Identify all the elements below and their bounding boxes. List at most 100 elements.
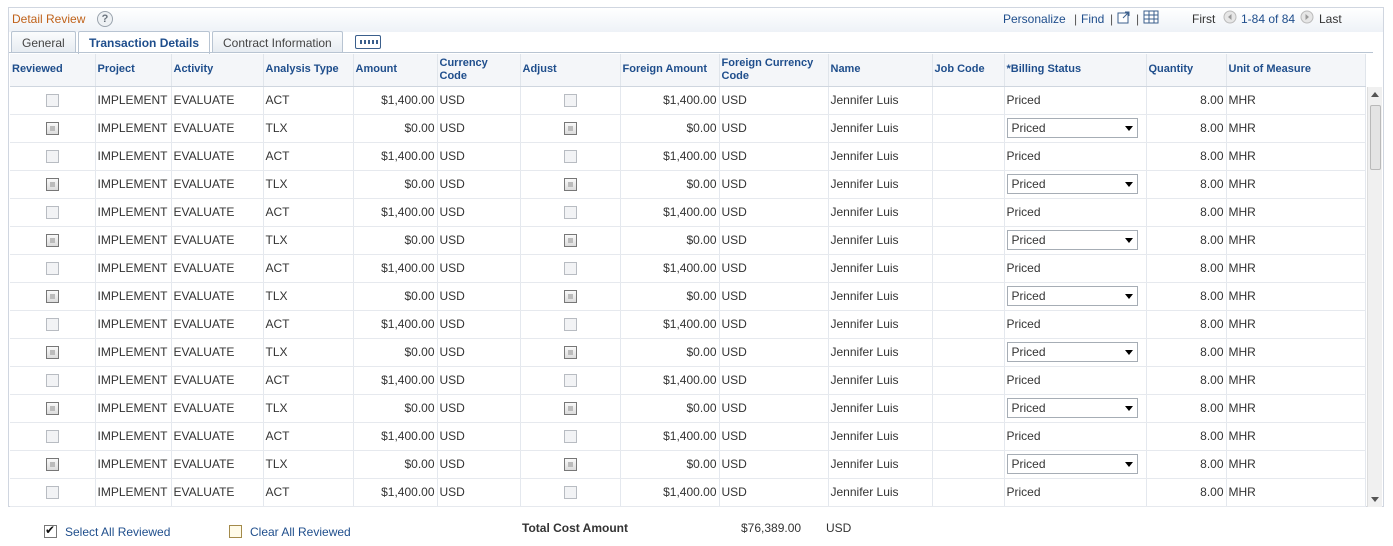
find-link[interactable]: Find	[1081, 12, 1105, 26]
reviewed-checkbox[interactable]	[45, 150, 59, 164]
adjust-checkbox[interactable]	[563, 486, 577, 500]
adjust-checkbox[interactable]	[563, 262, 577, 276]
scroll-up-icon[interactable]	[1371, 92, 1379, 97]
name-cell: Jennifer Luis	[828, 114, 933, 143]
billing-status-select[interactable]: Priced	[1006, 286, 1138, 306]
scroll-down-icon[interactable]	[1371, 497, 1379, 502]
column-header[interactable]: Currency Code	[437, 54, 521, 87]
previous-arrow-icon[interactable]	[1223, 10, 1237, 27]
total-cost-currency: USD	[826, 521, 852, 535]
billing-status-select[interactable]: Priced	[1006, 174, 1138, 194]
adjust-checkbox[interactable]	[563, 402, 577, 416]
billing-status-select[interactable]: Priced	[1006, 342, 1138, 362]
reviewed-checkbox[interactable]	[45, 402, 59, 416]
scroll-thumb[interactable]	[1370, 105, 1381, 170]
last-label[interactable]: Last	[1319, 12, 1342, 26]
adjust-checkbox[interactable]	[563, 234, 577, 248]
reviewed-cell	[10, 450, 96, 479]
select-all-reviewed-link[interactable]: Select All Reviewed	[65, 525, 171, 539]
reviewed-checkbox[interactable]	[45, 486, 59, 500]
dropdown-arrow-icon[interactable]	[1124, 406, 1133, 411]
column-header[interactable]: Project	[95, 54, 172, 87]
billing-status-select[interactable]: Priced	[1006, 230, 1138, 250]
currency-cell: USD	[437, 394, 521, 423]
foreign-currency-cell: USD	[719, 366, 829, 395]
adjust-checkbox[interactable]	[563, 94, 577, 108]
billing-status-cell: Priced	[1004, 226, 1147, 255]
dropdown-arrow-icon[interactable]	[1124, 350, 1133, 355]
reviewed-checkbox[interactable]	[45, 374, 59, 388]
tab-contract-information[interactable]: Contract Information	[212, 31, 343, 53]
column-header[interactable]: Foreign Currency Code	[719, 54, 829, 87]
dropdown-arrow-icon[interactable]	[1124, 462, 1133, 467]
reviewed-checkbox[interactable]	[45, 318, 59, 332]
reviewed-checkbox[interactable]	[45, 94, 59, 108]
reviewed-checkbox[interactable]	[45, 346, 59, 360]
adjust-checkbox[interactable]	[563, 290, 577, 304]
adjust-checkbox[interactable]	[563, 346, 577, 360]
name-cell: Jennifer Luis	[828, 450, 933, 479]
next-arrow-icon[interactable]	[1300, 10, 1314, 27]
reviewed-checkbox[interactable]	[45, 206, 59, 220]
adjust-checkbox[interactable]	[563, 458, 577, 472]
activity-cell: EVALUATE	[171, 142, 264, 171]
adjust-checkbox[interactable]	[563, 178, 577, 192]
clear-all-reviewed-link[interactable]: Clear All Reviewed	[250, 525, 351, 539]
quantity-cell: 8.00	[1146, 254, 1227, 283]
dropdown-arrow-icon[interactable]	[1124, 126, 1133, 131]
reviewed-checkbox[interactable]	[45, 430, 59, 444]
project-cell: IMPLEMENT	[95, 478, 172, 507]
column-header[interactable]: Quantity	[1146, 54, 1227, 87]
dropdown-arrow-icon[interactable]	[1124, 294, 1133, 299]
tab-transaction-details[interactable]: Transaction Details	[78, 31, 211, 54]
clear-all-checkbox[interactable]	[229, 525, 242, 538]
billing-status-select[interactable]: Priced	[1006, 118, 1138, 138]
dropdown-arrow-icon[interactable]	[1124, 182, 1133, 187]
column-header[interactable]: Analysis Type	[263, 54, 354, 87]
reviewed-checkbox[interactable]	[45, 290, 59, 304]
adjust-checkbox[interactable]	[563, 374, 577, 388]
column-header[interactable]: Activity	[171, 54, 264, 87]
select-all-checkbox[interactable]	[44, 523, 57, 538]
adjust-checkbox[interactable]	[563, 122, 577, 136]
column-header[interactable]: Foreign Amount	[620, 54, 720, 87]
reviewed-checkbox[interactable]	[45, 458, 59, 472]
download-grid-icon[interactable]	[1143, 10, 1159, 27]
column-header[interactable]: Amount	[353, 54, 438, 87]
dropdown-arrow-icon[interactable]	[1124, 238, 1133, 243]
adjust-cell	[520, 86, 621, 115]
analysis-type-cell: TLX	[263, 170, 354, 199]
reviewed-checkbox[interactable]	[45, 178, 59, 192]
foreign-amount-cell: $1,400.00	[620, 142, 720, 171]
column-header[interactable]: Reviewed	[10, 54, 96, 87]
reviewed-checkbox[interactable]	[45, 234, 59, 248]
view-all-icon[interactable]	[1117, 10, 1131, 27]
job-code-cell	[932, 226, 1005, 255]
adjust-checkbox[interactable]	[563, 150, 577, 164]
detail-review-grid: Detail Review ? Personalize | Find | | F…	[8, 7, 1384, 507]
currency-cell: USD	[437, 226, 521, 255]
grid-navigation: Personalize | Find | | First 1-84 of 84 …	[1003, 10, 1383, 30]
first-label[interactable]: First	[1192, 12, 1216, 26]
tab-general[interactable]: General	[11, 31, 76, 53]
show-all-columns-icon[interactable]	[355, 35, 381, 49]
help-icon[interactable]: ?	[97, 11, 113, 27]
activity-cell: EVALUATE	[171, 86, 264, 115]
column-header[interactable]: Adjust	[520, 54, 621, 87]
adjust-checkbox[interactable]	[563, 206, 577, 220]
vertical-scrollbar[interactable]	[1367, 87, 1382, 507]
adjust-checkbox[interactable]	[563, 318, 577, 332]
personalize-link[interactable]: Personalize	[1003, 12, 1066, 26]
billing-status-select[interactable]: Priced	[1006, 398, 1138, 418]
column-header[interactable]: Unit of Measure	[1226, 54, 1366, 87]
reviewed-cell	[10, 226, 96, 255]
billing-status-select[interactable]: Priced	[1006, 454, 1138, 474]
reviewed-cell	[10, 170, 96, 199]
reviewed-checkbox[interactable]	[45, 262, 59, 276]
column-header[interactable]: Name	[828, 54, 933, 87]
column-header[interactable]: *Billing Status	[1004, 54, 1147, 87]
column-header[interactable]: Job Code	[932, 54, 1005, 87]
billing-status-cell: Priced	[1004, 422, 1147, 451]
reviewed-checkbox[interactable]	[45, 122, 59, 136]
adjust-checkbox[interactable]	[563, 430, 577, 444]
